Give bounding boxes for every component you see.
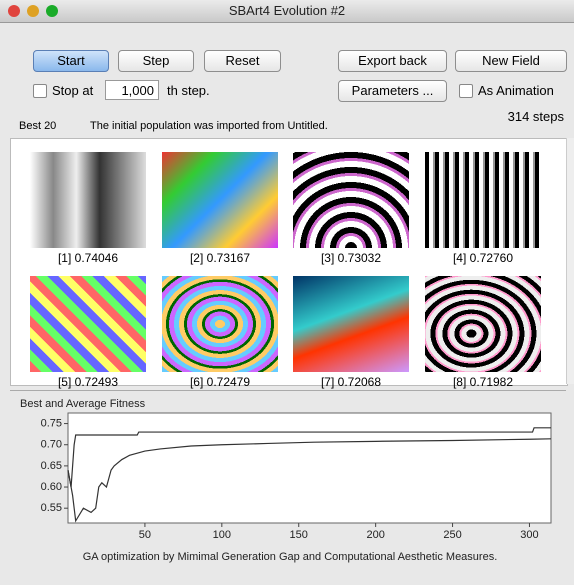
thumbnail[interactable]	[30, 152, 146, 248]
fitness-line	[67, 427, 551, 488]
parameters-button[interactable]: Parameters ...	[338, 80, 447, 102]
minimize-button[interactable]	[27, 5, 39, 17]
thumbnail[interactable]	[162, 276, 278, 372]
x-tick-label: 50	[139, 529, 151, 541]
thumbnail-caption: [4] 0.72760	[452, 251, 514, 265]
y-tick-label: 0.75	[41, 417, 62, 429]
reset-button[interactable]: Reset	[204, 50, 281, 72]
start-button[interactable]: Start	[33, 50, 109, 72]
animation-checkbox[interactable]	[459, 84, 473, 98]
x-tick-label: 200	[366, 529, 384, 541]
stop-label: Stop at	[52, 83, 94, 98]
fitness-line	[67, 438, 552, 523]
fitness-chart: Best and Average Fitness GA optimization…	[20, 398, 552, 563]
x-tick-label: 300	[520, 529, 538, 541]
y-tick-label: 0.65	[41, 460, 62, 472]
y-tick-label: 0.55	[41, 502, 62, 514]
thumbnail[interactable]	[425, 152, 541, 248]
thumbnail[interactable]	[162, 152, 278, 248]
window-title: SBArt4 Evolution #2	[228, 3, 346, 18]
thumbnail-caption: [8] 0.71982	[452, 375, 514, 389]
scrollbar[interactable]	[566, 138, 574, 384]
thumbnail-caption: [6] 0.72479	[189, 375, 251, 389]
thumbnail[interactable]	[425, 276, 541, 372]
stop-input[interactable]: 1,000	[105, 80, 159, 100]
new-field-button[interactable]: New Field	[455, 50, 567, 72]
best-label: Best 20	[19, 120, 57, 132]
close-button[interactable]	[8, 5, 20, 17]
x-tick-label: 100	[213, 529, 231, 541]
plot-area	[67, 412, 552, 524]
thumbnail-caption: [3] 0.73032	[320, 251, 382, 265]
thumbnail-caption: [2] 0.73167	[189, 251, 251, 265]
title-bar: SBArt4 Evolution #2	[0, 0, 574, 23]
thumbnail-caption: [7] 0.72068	[320, 375, 382, 389]
step-button[interactable]: Step	[118, 50, 194, 72]
y-tick-label: 0.60	[41, 481, 62, 493]
thumbnail-caption: [1] 0.74046	[57, 251, 119, 265]
divider	[10, 390, 566, 391]
stop-suffix: th step.	[167, 83, 210, 98]
steps-count: 314 steps	[507, 109, 564, 124]
export-button[interactable]: Export back	[338, 50, 447, 72]
y-tick-label: 0.70	[41, 439, 62, 451]
status-message: The initial population was imported from…	[90, 120, 328, 132]
zoom-button[interactable]	[46, 5, 58, 17]
x-tick-label: 150	[290, 529, 308, 541]
chart-title: Best and Average Fitness	[20, 398, 146, 410]
thumbnail-caption: [5] 0.72493	[57, 375, 119, 389]
thumbnail[interactable]	[293, 152, 409, 248]
thumbnail[interactable]	[293, 276, 409, 372]
thumbnail[interactable]	[30, 276, 146, 372]
chart-caption: GA optimization by Mimimal Generation Ga…	[83, 551, 498, 563]
x-tick-label: 250	[443, 529, 461, 541]
stop-checkbox[interactable]	[33, 84, 47, 98]
animation-label: As Animation	[478, 83, 554, 98]
